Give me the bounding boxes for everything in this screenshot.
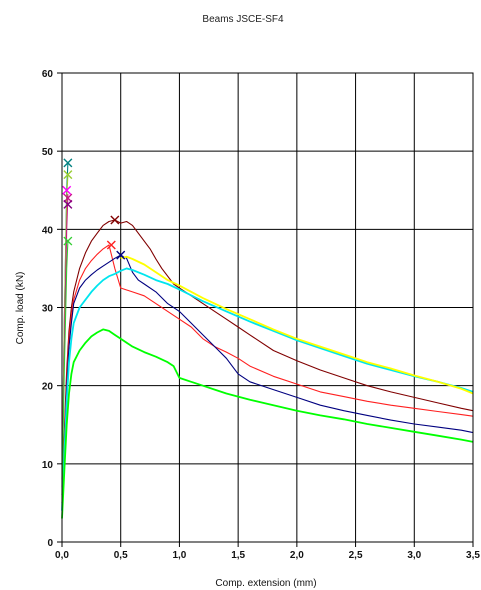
series-line-3 bbox=[61, 254, 474, 503]
axis-ticks: 0,0 0,5 1,0 1,5 2,0 2,5 3,0 3,5 0 10 20 30 40 50 60 bbox=[42, 69, 481, 561]
x-tick-label: 1,5 bbox=[231, 550, 245, 561]
failure-marker-5 bbox=[63, 170, 73, 180]
series-line-4 bbox=[61, 267, 474, 511]
x-tick-label: 0,0 bbox=[55, 550, 69, 561]
series-line-5 bbox=[120, 255, 474, 395]
plot-series bbox=[61, 162, 474, 519]
failure-marker-1 bbox=[110, 215, 120, 225]
y-tick-label: 20 bbox=[42, 382, 54, 393]
series-line-6 bbox=[61, 328, 474, 519]
grid bbox=[61, 72, 474, 543]
failure-marker-4 bbox=[63, 158, 73, 168]
failure-marker-8 bbox=[63, 199, 73, 209]
x-axis-label: Comp. extension (mm) bbox=[215, 578, 316, 589]
series-line-1 bbox=[61, 219, 474, 496]
x-tick-label: 2,0 bbox=[290, 550, 304, 561]
failure-marker-3 bbox=[116, 250, 126, 260]
x-tick-label: 0,5 bbox=[114, 550, 128, 561]
y-axis-label: Comp. load (kN) bbox=[15, 272, 26, 345]
y-tick-label: 40 bbox=[42, 225, 54, 236]
chart-title: Beams JSCE-SF4 bbox=[202, 14, 284, 25]
x-tick-label: 3,5 bbox=[466, 550, 480, 561]
y-tick-label: 0 bbox=[47, 538, 53, 549]
failure-markers bbox=[62, 158, 126, 260]
y-tick-label: 60 bbox=[42, 69, 54, 80]
failure-marker-9 bbox=[63, 236, 73, 246]
series-line-2 bbox=[61, 244, 474, 503]
y-tick-label: 30 bbox=[42, 304, 54, 315]
x-tick-label: 2,5 bbox=[349, 550, 363, 561]
x-tick-label: 1,0 bbox=[172, 550, 186, 561]
failure-marker-2 bbox=[106, 240, 116, 250]
x-tick-label: 3,0 bbox=[407, 550, 421, 561]
y-tick-label: 50 bbox=[42, 147, 54, 158]
series-line-10 bbox=[61, 241, 69, 496]
y-tick-label: 10 bbox=[42, 460, 54, 471]
failure-marker-6 bbox=[62, 185, 72, 195]
